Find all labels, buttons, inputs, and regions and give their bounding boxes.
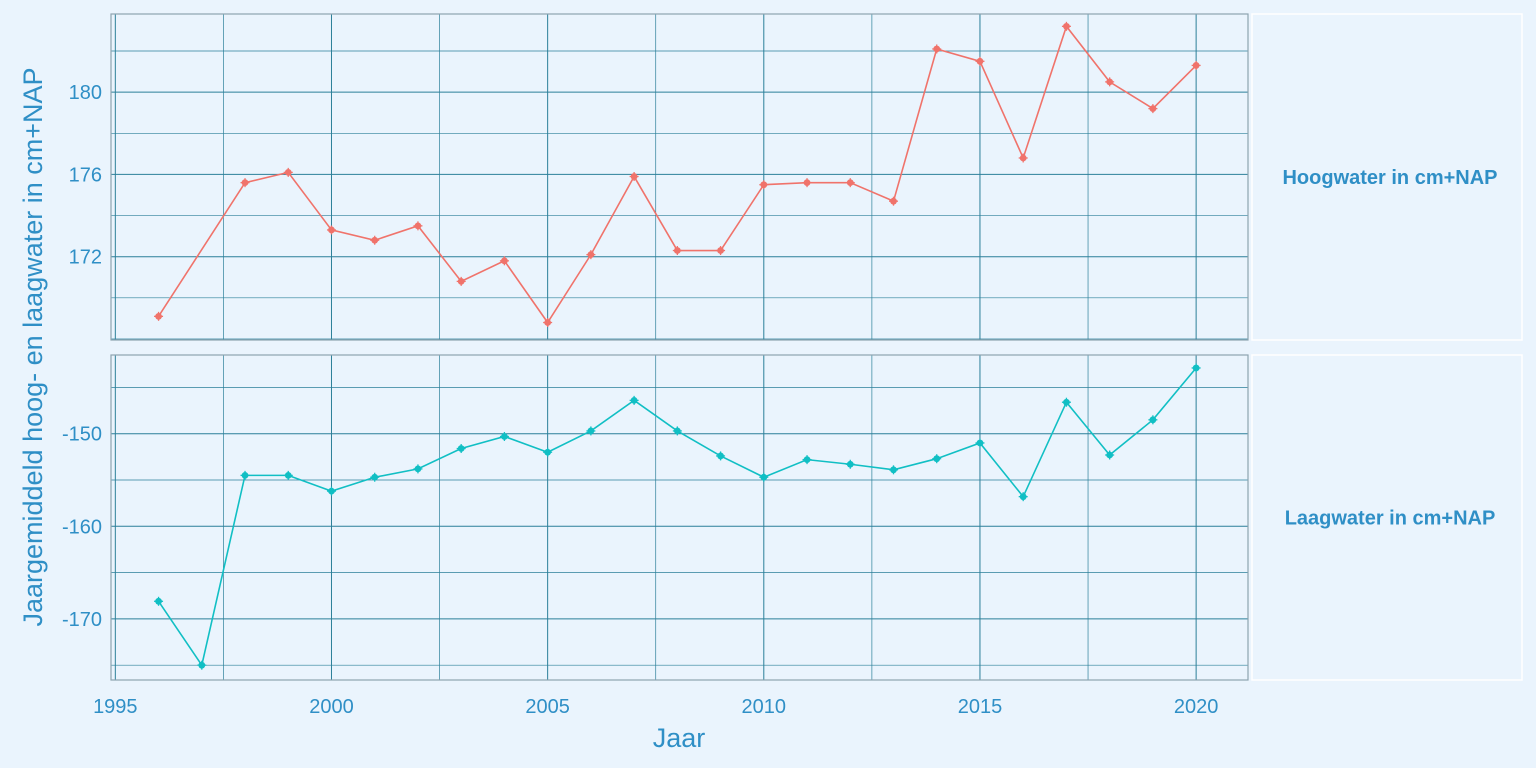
data-point <box>240 470 250 480</box>
panel-frame <box>110 354 1249 681</box>
data-point <box>499 431 509 441</box>
data-point <box>1018 153 1028 163</box>
data-point <box>240 178 250 188</box>
panel-1: 172 176 180 Hoogwater in cm+NAP <box>69 13 1523 341</box>
data-point <box>759 180 769 190</box>
data-point <box>975 438 985 448</box>
data-point <box>888 196 898 206</box>
data-point <box>716 451 726 461</box>
data-point <box>154 596 164 606</box>
data-point <box>499 256 509 266</box>
series-line <box>157 367 1197 668</box>
y-tick-label: 180 <box>69 82 102 104</box>
data-point <box>802 455 812 465</box>
panel-frame <box>110 13 1249 341</box>
data-point <box>1148 415 1158 425</box>
y-tick-label: -150 <box>62 424 102 446</box>
data-point <box>370 472 380 482</box>
data-point <box>845 459 855 469</box>
data-point <box>370 235 380 245</box>
data-point <box>543 447 553 457</box>
data-point <box>1191 363 1201 373</box>
data-point <box>1148 104 1158 114</box>
data-point <box>413 221 423 231</box>
x-tick-label: 2020 <box>1174 696 1219 718</box>
data-point <box>1191 60 1201 70</box>
data-point <box>197 660 207 670</box>
x-tick-label: 2010 <box>742 696 787 718</box>
data-point <box>629 171 639 181</box>
data-point <box>1061 397 1071 407</box>
data-point <box>283 167 293 177</box>
data-point <box>932 454 942 464</box>
data-point <box>1061 21 1071 31</box>
y-tick-label: -160 <box>62 516 102 538</box>
data-point <box>326 486 336 496</box>
data-point <box>413 464 423 474</box>
data-point <box>1105 77 1115 87</box>
facet-strip <box>1251 354 1523 681</box>
facet-strip-label: Laagwater in cm+NAP <box>1285 508 1496 530</box>
x-tick-label: 1995 <box>93 696 138 718</box>
data-point <box>1018 492 1028 502</box>
data-point <box>629 395 639 405</box>
data-point <box>586 426 596 436</box>
data-point <box>586 250 596 260</box>
data-point <box>672 426 682 436</box>
y-tick-label: -170 <box>62 609 102 631</box>
y-tick-label: 176 <box>69 164 102 186</box>
data-point <box>154 311 164 321</box>
y-tick-label: 172 <box>69 247 102 269</box>
data-point <box>932 44 942 54</box>
data-point <box>716 246 726 256</box>
x-tick-label: 2000 <box>309 696 354 718</box>
x-tick-label: 2005 <box>525 696 570 718</box>
data-point <box>845 178 855 188</box>
data-point <box>672 246 682 256</box>
data-point <box>802 178 812 188</box>
series-line <box>157 24 1197 324</box>
x-axis-title: Jaar <box>653 723 706 753</box>
data-point <box>543 318 553 328</box>
data-point <box>456 444 466 454</box>
x-tick-label: 2015 <box>958 696 1003 718</box>
panel-2: -170 -160 -150 Laagwater in cm+NAP <box>62 354 1523 681</box>
data-point <box>283 470 293 480</box>
data-point <box>1105 450 1115 460</box>
data-point <box>759 472 769 482</box>
data-point <box>456 276 466 286</box>
data-point <box>888 465 898 475</box>
facet-strip <box>1251 13 1523 341</box>
data-point <box>326 225 336 235</box>
facet-strip-label: Hoogwater in cm+NAP <box>1282 167 1497 189</box>
y-axis-title: Jaargemiddeld hoog- en laagwater in cm+N… <box>18 67 48 626</box>
data-point <box>975 56 985 66</box>
